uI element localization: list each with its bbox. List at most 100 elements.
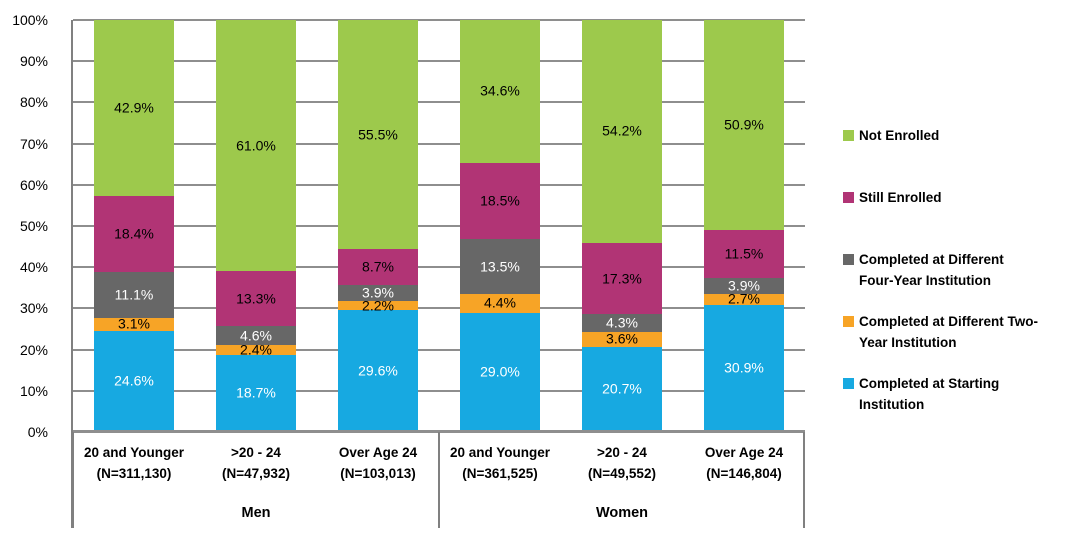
data-label: 2.4% [240, 341, 272, 358]
data-label: 54.2% [602, 122, 642, 139]
segment-still-enrolled: 13.3% [216, 271, 296, 327]
category-age-label: Over Age 24 [338, 445, 418, 460]
legend-swatch-completed-at-different-two-year-institution [843, 316, 854, 327]
legend-label: Completed at Different Two-Year Institut… [859, 314, 1039, 350]
segment-completed-at-starting-institution: 30.9% [704, 304, 784, 432]
segment-completed-at-different-two-year-institution: 3.1% [94, 316, 174, 331]
y-tick-label: 30% [19, 300, 48, 317]
group-label-women: Women [595, 505, 649, 521]
category-label-men-over-age-24: Over Age 24 (N=103,013) [317, 442, 439, 484]
legend-item-completed-at-different-four-year-institution: Completed at Different Four-Year Institu… [843, 249, 1041, 291]
segment-not-enrolled: 42.9% [94, 19, 174, 197]
category-n-label: (N=361,525) [462, 466, 538, 481]
segment-completed-at-different-two-year-institution: 4.4% [460, 294, 540, 313]
segment-completed-at-different-two-year-institution: 3.6% [582, 331, 662, 347]
data-label: 61.0% [236, 137, 276, 154]
gridline-70 [73, 142, 805, 145]
category-n-label: (N=311,130) [96, 466, 172, 481]
legend-label: Completed at Starting Institution [859, 376, 1000, 412]
data-label: 24.6% [114, 372, 154, 389]
legend-swatch-still-enrolled [843, 192, 854, 203]
gridline-80 [73, 101, 805, 104]
data-label: 42.9% [114, 99, 154, 116]
segment-completed-at-different-four-year-institution: 3.9% [704, 277, 784, 294]
data-label: 3.9% [728, 277, 760, 294]
segment-not-enrolled: 54.2% [582, 19, 662, 243]
group-label-men: Men [241, 505, 271, 521]
segment-completed-at-different-four-year-institution: 3.9% [338, 284, 418, 301]
segment-completed-at-different-four-year-institution: 4.3% [582, 314, 662, 332]
data-label: 29.0% [480, 363, 520, 380]
data-label: 18.7% [236, 384, 276, 401]
y-tick-label: 90% [19, 53, 48, 70]
segment-completed-at-different-two-year-institution: 2.2% [338, 298, 418, 313]
category-age-label: 20 and Younger [83, 445, 185, 460]
data-label: 17.3% [602, 270, 642, 287]
data-label: 3.1% [118, 315, 150, 332]
segment-completed-at-starting-institution: 24.6% [94, 330, 174, 432]
category-age-label: >20 - 24 [231, 445, 281, 460]
y-tick-label: 80% [19, 94, 48, 111]
segment-completed-at-different-two-year-institution: 2.4% [216, 342, 296, 357]
segment-still-enrolled: 17.3% [582, 242, 662, 315]
y-axis-line [71, 20, 73, 528]
gridline-30 [73, 307, 805, 310]
legend-swatch-completed-at-different-four-year-institution [843, 254, 854, 265]
gridline-60 [73, 183, 805, 186]
data-label: 11.1% [114, 286, 154, 303]
y-tick-label: 100% [12, 12, 48, 28]
group-divider [72, 432, 74, 528]
category-label-women-over-age-24: Over Age 24 (N=146,804) [683, 442, 805, 484]
bar-men-20-24: 18.7% 2.4% 4.6% 13.3% 61.0% [216, 20, 296, 432]
y-tick-label: 0% [27, 424, 48, 440]
category-age-label: 20 and Younger [449, 445, 551, 460]
x-axis-line [73, 430, 805, 432]
group-divider [438, 432, 440, 528]
legend-label: Still Enrolled [859, 190, 942, 205]
data-label: 2.2% [362, 297, 394, 314]
data-label: 11.5% [724, 245, 764, 262]
gridline-20 [73, 348, 805, 351]
segment-completed-at-starting-institution: 20.7% [582, 346, 662, 432]
category-n-label: (N=47,932) [222, 466, 290, 481]
y-tick-label: 10% [19, 382, 48, 399]
data-label: 18.5% [480, 192, 520, 209]
gridline-40 [73, 266, 805, 269]
segment-completed-at-different-two-year-institution: 2.7% [704, 291, 784, 306]
data-label: 8.7% [362, 258, 394, 275]
data-label: 18.4% [114, 225, 154, 242]
segment-not-enrolled: 55.5% [338, 20, 418, 250]
segment-not-enrolled: 50.9% [704, 20, 784, 231]
gridline-90 [73, 60, 805, 63]
y-tick-label: 20% [19, 341, 48, 358]
legend-swatch-not-enrolled [843, 130, 854, 141]
y-tick-label: 40% [19, 259, 48, 276]
category-age-label: >20 - 24 [597, 445, 647, 460]
data-label: 34.6% [480, 82, 520, 99]
data-label: 30.9% [724, 359, 764, 376]
segment-completed-at-different-four-year-institution: 11.1% [94, 272, 174, 318]
data-label: 20.7% [602, 380, 642, 397]
category-n-label: (N=146,804) [706, 466, 782, 481]
segment-not-enrolled: 34.6% [460, 20, 540, 163]
segment-still-enrolled: 18.5% [460, 162, 540, 239]
bar-men-20-and-younger: 24.6% 3.1% 11.1% 18.4% 42.9% [94, 19, 174, 432]
legend-item-not-enrolled: Not Enrolled [843, 125, 1041, 146]
bar-women-over-age-24: 30.9% 2.7% 3.9% 11.5% 50.9% [704, 20, 784, 432]
category-n-label: (N=103,013) [340, 466, 416, 481]
y-tick-label: 60% [19, 176, 48, 193]
category-label-women-20-24: >20 - 24 (N=49,552) [561, 442, 683, 484]
gridline-50 [73, 225, 805, 227]
segment-completed-at-starting-institution: 29.0% [460, 312, 540, 432]
category-n-label: (N=49,552) [588, 466, 656, 481]
category-label-men-20-24: >20 - 24 (N=47,932) [195, 442, 317, 484]
data-label: 29.6% [358, 362, 398, 379]
legend-swatch-completed-at-starting-institution [843, 378, 854, 389]
segment-completed-at-starting-institution: 18.7% [216, 354, 296, 432]
segment-still-enrolled: 8.7% [338, 249, 418, 285]
data-label: 13.5% [480, 258, 520, 275]
bar-men-over-age-24: 29.6% 2.2% 3.9% 8.7% 55.5% [338, 20, 418, 432]
y-tick-label: 70% [19, 135, 48, 152]
legend-item-completed-at-starting-institution: Completed at Starting Institution [843, 373, 1041, 415]
